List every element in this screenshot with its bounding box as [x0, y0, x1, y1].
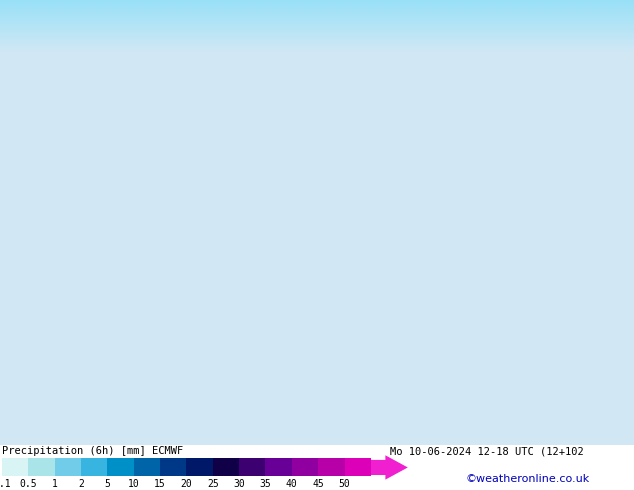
Text: 0.5: 0.5 — [20, 479, 37, 489]
Bar — [239, 459, 266, 476]
Text: 45: 45 — [313, 479, 324, 489]
Text: Mo 10-06-2024 12-18 UTC (12+102: Mo 10-06-2024 12-18 UTC (12+102 — [390, 446, 584, 456]
Text: Precipitation (6h) [mm] ECMWF: Precipitation (6h) [mm] ECMWF — [2, 446, 183, 456]
Text: 30: 30 — [233, 479, 245, 489]
Bar — [266, 459, 292, 476]
Bar — [81, 459, 107, 476]
Text: 40: 40 — [286, 479, 298, 489]
Text: 20: 20 — [181, 479, 192, 489]
Text: 5: 5 — [105, 479, 110, 489]
Text: 2: 2 — [78, 479, 84, 489]
Text: 1: 1 — [52, 479, 58, 489]
Text: 35: 35 — [259, 479, 271, 489]
Bar — [318, 459, 344, 476]
Bar — [134, 459, 160, 476]
Bar — [344, 459, 371, 476]
Bar — [186, 459, 213, 476]
Bar — [2, 459, 29, 476]
Bar — [213, 459, 239, 476]
Text: 15: 15 — [154, 479, 166, 489]
Bar — [107, 459, 134, 476]
Text: 50: 50 — [339, 479, 351, 489]
Text: 25: 25 — [207, 479, 219, 489]
FancyArrow shape — [371, 455, 408, 480]
Text: 0.1: 0.1 — [0, 479, 11, 489]
Text: 10: 10 — [128, 479, 139, 489]
Bar — [160, 459, 186, 476]
Bar — [292, 459, 318, 476]
Bar — [55, 459, 81, 476]
Bar — [29, 459, 55, 476]
Text: ©weatheronline.co.uk: ©weatheronline.co.uk — [466, 474, 590, 484]
